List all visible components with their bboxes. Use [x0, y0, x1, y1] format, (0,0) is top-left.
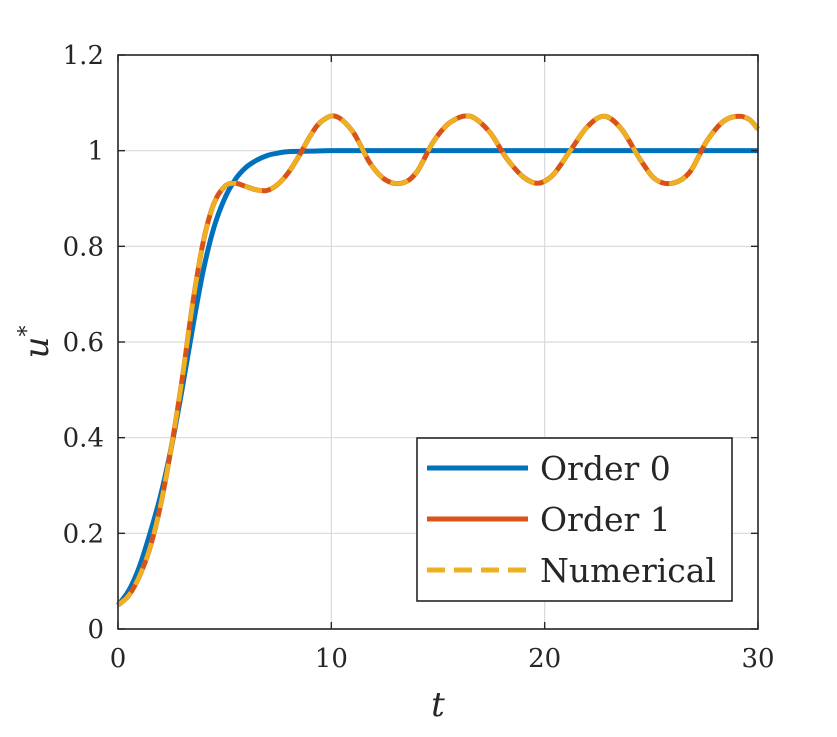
ticks: 0 10 20 30 0 0.2 0.4 0.6 0.8 1 1.2 — [63, 41, 775, 674]
y-axis-label: u — [17, 337, 57, 359]
legend-label-numerical: Numerical — [540, 551, 716, 590]
x-tick-label: 30 — [741, 644, 774, 674]
series-order-1-line — [116, 113, 760, 608]
legend-label-order1: Order 1 — [540, 500, 671, 539]
y-tick-label: 0.2 — [63, 519, 104, 549]
legend-label-order0: Order 0 — [540, 449, 671, 488]
x-tick-label: 20 — [528, 644, 561, 674]
series-group — [115, 113, 760, 608]
y-tick-label: 0.8 — [63, 232, 104, 262]
y-axis-label-group: u* — [15, 326, 57, 359]
y-tick-label: 0 — [87, 615, 104, 645]
y-tick-label: 0.6 — [63, 328, 104, 358]
y-tick-label: 0.4 — [63, 424, 104, 454]
y-tick-label: 1.2 — [63, 41, 104, 71]
y-axis-label-superscript: * — [15, 326, 40, 337]
x-tick-label: 10 — [315, 644, 348, 674]
x-tick-label: 0 — [110, 644, 127, 674]
svg-text:u*: u* — [15, 326, 57, 359]
legend: Order 0 Order 1 Numerical — [416, 437, 733, 602]
x-axis-label: t — [431, 685, 445, 725]
y-tick-label: 1 — [87, 137, 104, 167]
